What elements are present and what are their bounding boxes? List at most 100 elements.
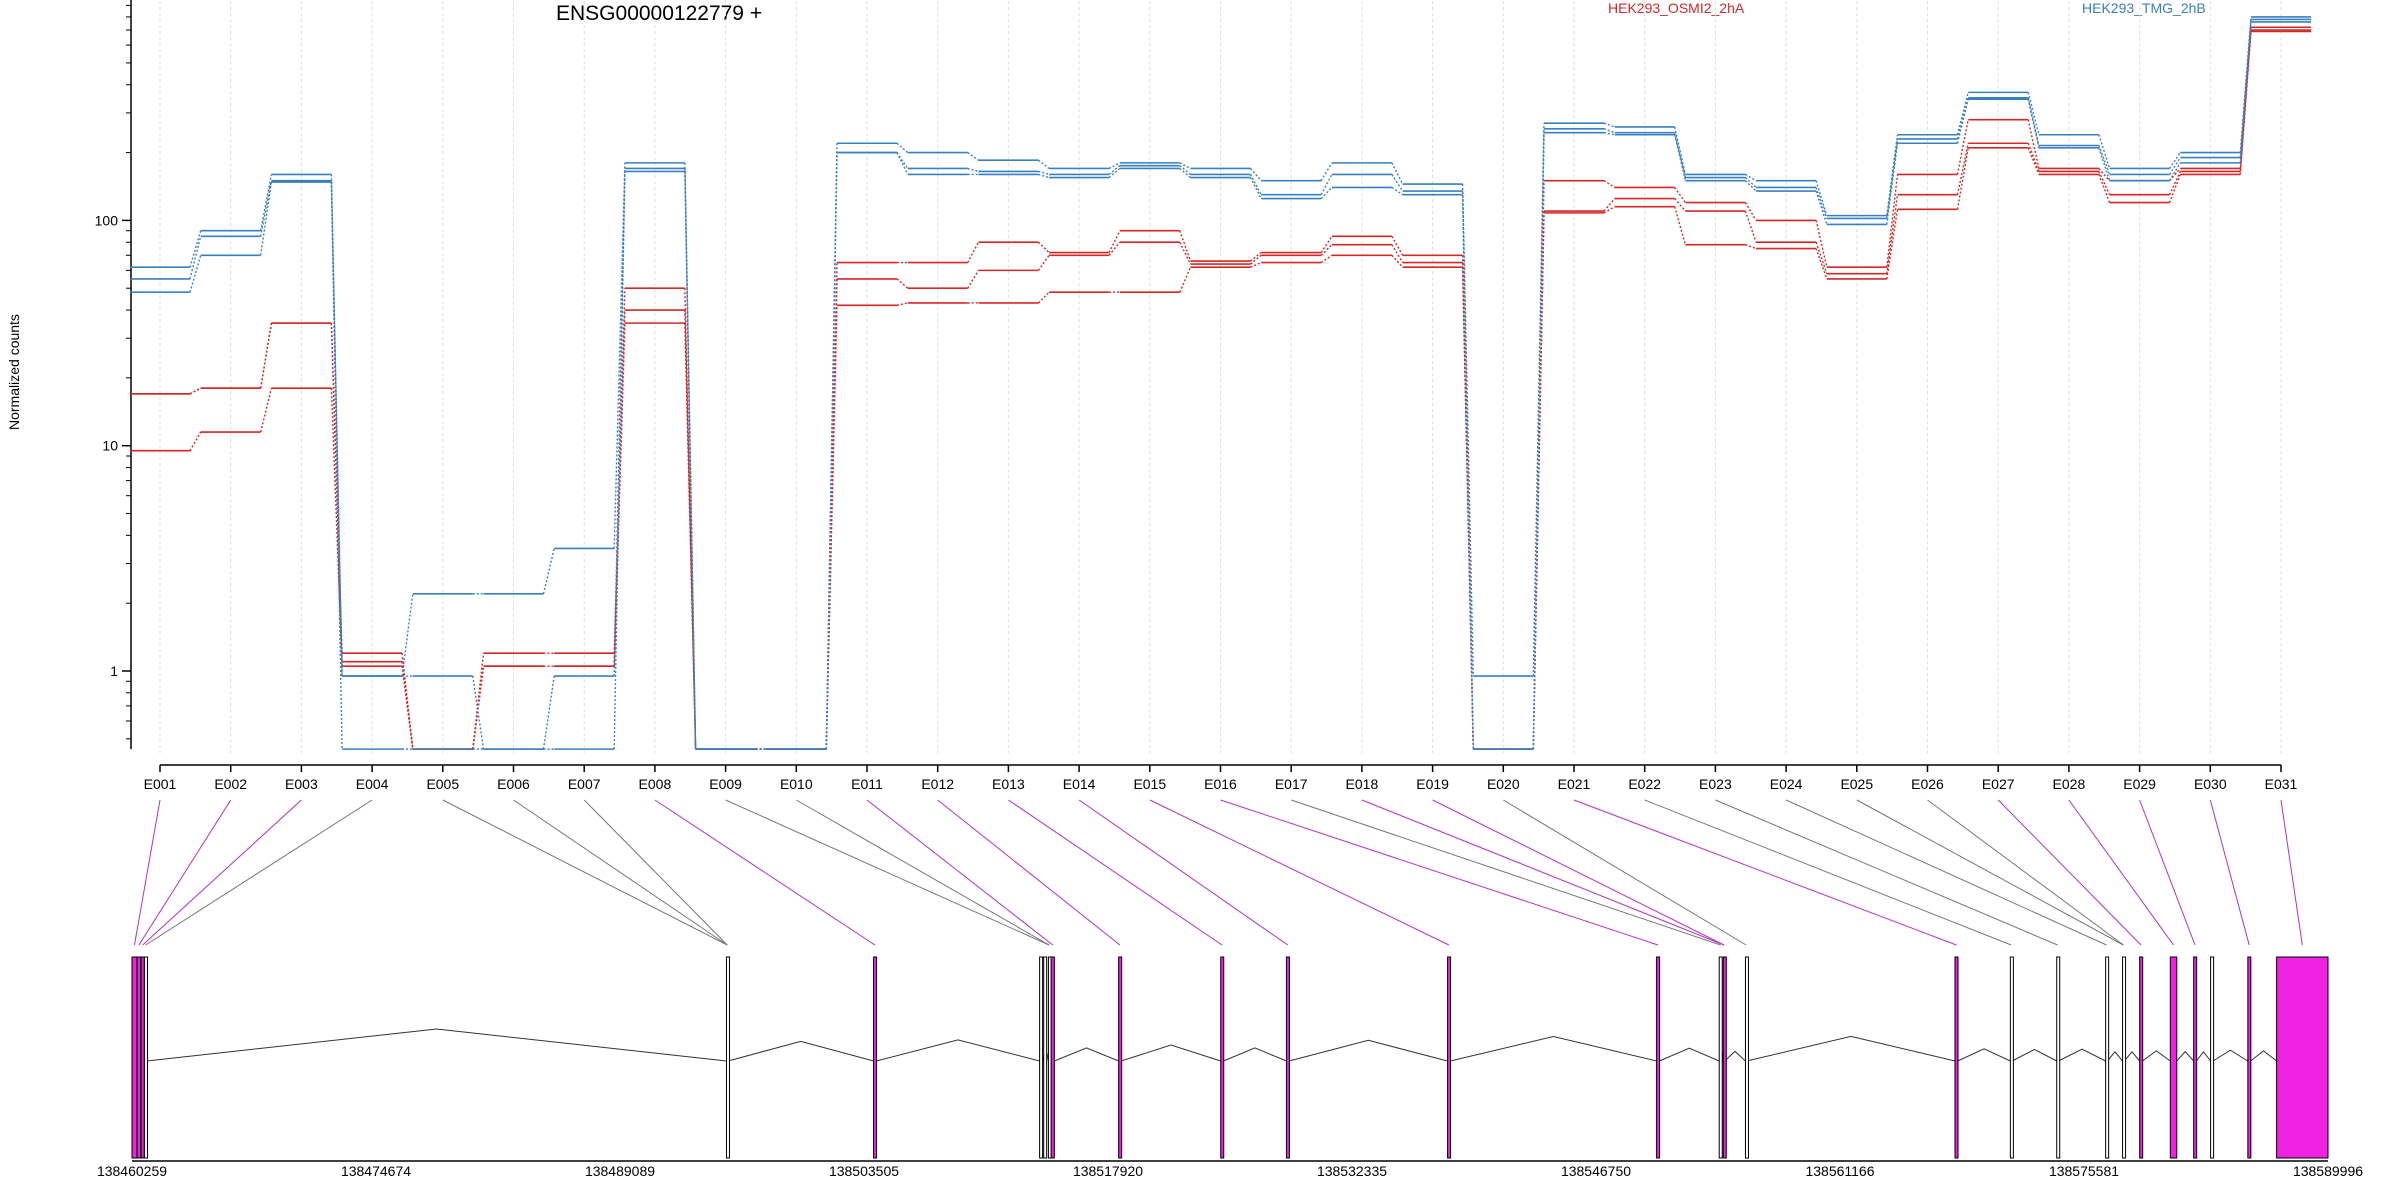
series-1-connector [1108,241,1121,256]
series-1-connector [896,278,909,289]
series-3-connector [1249,168,1262,182]
series-4-connector [967,167,979,173]
exon-15 [1656,956,1661,1159]
series-3-connector [967,152,979,161]
x-tick-label-e028: E028 [2053,776,2086,792]
series-4-connector [896,152,909,169]
x-tick-label-e030: E030 [2194,776,2227,792]
link-e026 [1927,799,2124,946]
exon-22 [2105,956,2110,1159]
intron-line [1746,1035,1956,1062]
intron-line [1724,1050,1746,1062]
genome-tick-label: 138532335 [1317,1163,1387,1179]
link-e025 [1856,799,2124,946]
x-tick-label-e007: E007 [568,776,601,792]
intron-line [2176,1050,2195,1062]
genome-tick-label: 138460259 [97,1163,167,1179]
series-3-connector [2098,134,2111,169]
series-1-connector [2027,143,2040,172]
link-e005 [442,799,728,946]
series-4-connector [1038,170,1050,176]
link-e019 [1432,799,1725,946]
series-0-connector [2027,119,2040,169]
series-4-connector [1886,138,1899,219]
x-tick-label-e012: E012 [921,776,954,792]
intron-line [727,1040,874,1062]
series-3-connector [825,143,838,750]
series-5-connector [896,152,909,175]
series-5-connector [189,255,202,293]
x-tick-label-e019: E019 [1416,776,1449,792]
x-tick-label-e011: E011 [851,776,883,792]
series-4-connector [613,168,626,677]
exon-18 [1744,956,1749,1159]
series-2-connector [825,305,838,750]
series-2-connector [684,323,697,750]
intron-line [1121,1044,1221,1062]
series-3-connector [1815,180,1828,216]
link-e012 [937,799,1121,946]
exon-20 [2009,956,2014,1159]
series-2-connector [1956,147,1969,210]
series-1-connector [1391,244,1404,263]
series-0-connector [1956,119,1969,175]
series-4-connector [472,675,485,750]
exon-21 [2056,956,2061,1159]
series-5-connector [2098,147,2111,181]
series-4-connector [1603,128,1615,134]
series-0-connector [1179,230,1192,262]
series-3-connector [2027,92,2040,135]
intron-line [2195,1051,2211,1062]
series-5-connector [1815,190,1828,225]
chart-title: ENSG00000122779 + [556,2,763,25]
exon-16 [1718,956,1723,1159]
series-3-connector [260,174,273,231]
series-5-connector [330,182,343,750]
series-0-connector [1744,202,1757,221]
series-2-connector [1745,244,1757,250]
series-3-connector [1956,92,1969,135]
series-5-connector [260,181,273,256]
intron-line [876,1039,1040,1062]
series-2-connector [896,302,908,306]
series-3-connector [1179,162,1191,170]
series-2-connector [1037,291,1050,304]
exon-25 [2169,956,2178,1159]
x-tick-label-e010: E010 [780,776,813,792]
series-3-connector [2169,152,2181,169]
link-e017 [1291,799,1721,946]
series-0-connector [472,653,485,750]
y-tick-label: 1 [110,663,118,679]
x-tick-label-e022: E022 [1628,776,1661,792]
link-e002 [138,799,232,946]
legend-tmg: HEK293_TMG_2hB [2082,0,2206,16]
exon-19 [1954,956,1959,1159]
intron-line [2058,1048,2106,1062]
series-2-connector [1603,206,1616,214]
x-tick-label-e013: E013 [992,776,1025,792]
series-2-connector [1179,266,1192,293]
series-1-connector [1603,198,1616,212]
exon-7 [1039,956,1044,1159]
series-2-connector [1391,254,1404,268]
x-tick-label-e006: E006 [497,776,530,792]
series-2-connector [2098,174,2111,203]
series-4-connector [1320,174,1333,196]
intron-line [1288,1039,1448,1062]
genome-tick-label: 138517920 [1073,1163,1143,1179]
series-0-connector [1108,230,1121,253]
link-e015 [1149,799,1450,946]
series-4-connector [260,180,273,237]
link-e021 [1573,799,1957,946]
exon-4 [144,956,149,1159]
series-5-connector [1744,180,1757,192]
intron-line [2123,1050,2141,1062]
genome-tick-label: 138474674 [341,1163,411,1179]
series-4-connector [1815,187,1828,219]
x-tick-label-e018: E018 [1346,776,1379,792]
link-e014 [1078,799,1289,946]
exon-11 [1118,956,1123,1159]
series-0-connector [1320,235,1333,253]
link-e009 [725,799,1050,946]
